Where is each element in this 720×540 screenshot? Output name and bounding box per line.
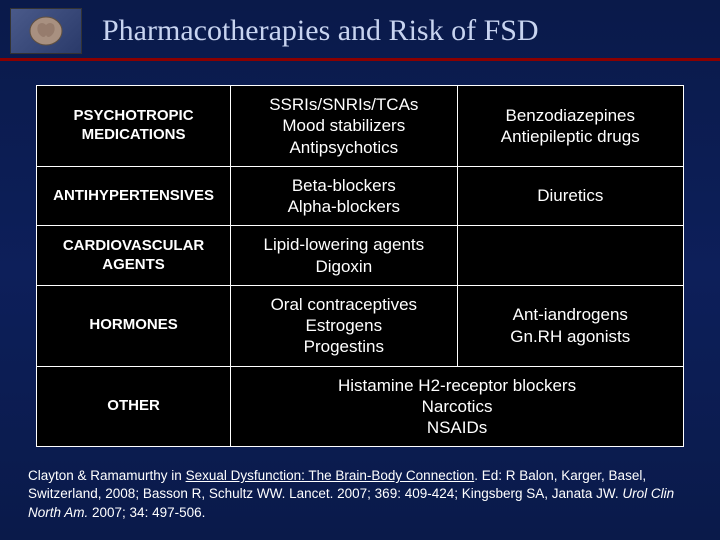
citation: Clayton & Ramamurthy in Sexual Dysfuncti… bbox=[0, 457, 720, 522]
table-row: OTHER Histamine H2-receptor blockersNarc… bbox=[37, 366, 684, 447]
citation-book: Sexual Dysfunction: The Brain-Body Conne… bbox=[186, 468, 475, 483]
header: Pharmacotherapies and Risk of FSD bbox=[0, 0, 720, 61]
table-row: CARDIOVASCULAR AGENTS Lipid-lowering age… bbox=[37, 226, 684, 286]
drugs-cell: Oral contraceptivesEstrogensProgestins bbox=[231, 285, 457, 366]
table-row: PSYCHOTROPIC MEDICATIONS SSRIs/SNRIs/TCA… bbox=[37, 86, 684, 167]
table-row: HORMONES Oral contraceptivesEstrogensPro… bbox=[37, 285, 684, 366]
drugs-cell: SSRIs/SNRIs/TCAsMood stabilizersAntipsyc… bbox=[231, 86, 457, 167]
drugs-cell: Diuretics bbox=[457, 166, 683, 226]
page-title: Pharmacotherapies and Risk of FSD bbox=[102, 14, 539, 48]
brain-icon bbox=[10, 8, 82, 54]
table-row: ANTIHYPERTENSIVES Beta-blockersAlpha-blo… bbox=[37, 166, 684, 226]
drugs-cell-merged: Histamine H2-receptor blockersNarcoticsN… bbox=[231, 366, 684, 447]
pharmacotherapy-table: PSYCHOTROPIC MEDICATIONS SSRIs/SNRIs/TCA… bbox=[36, 85, 684, 447]
category-cell: ANTIHYPERTENSIVES bbox=[37, 166, 231, 226]
drugs-cell: BenzodiazepinesAntiepileptic drugs bbox=[457, 86, 683, 167]
category-cell: CARDIOVASCULAR AGENTS bbox=[37, 226, 231, 286]
drugs-cell: Ant-iandrogensGn.RH agonists bbox=[457, 285, 683, 366]
drugs-cell bbox=[457, 226, 683, 286]
drugs-cell: Lipid-lowering agentsDigoxin bbox=[231, 226, 457, 286]
category-cell: OTHER bbox=[37, 366, 231, 447]
citation-prefix: Clayton & Ramamurthy in bbox=[28, 468, 186, 483]
category-cell: PSYCHOTROPIC MEDICATIONS bbox=[37, 86, 231, 167]
citation-suffix: 2007; 34: 497-506. bbox=[88, 505, 205, 520]
category-cell: HORMONES bbox=[37, 285, 231, 366]
drugs-cell: Beta-blockersAlpha-blockers bbox=[231, 166, 457, 226]
table-container: PSYCHOTROPIC MEDICATIONS SSRIs/SNRIs/TCA… bbox=[0, 61, 720, 457]
